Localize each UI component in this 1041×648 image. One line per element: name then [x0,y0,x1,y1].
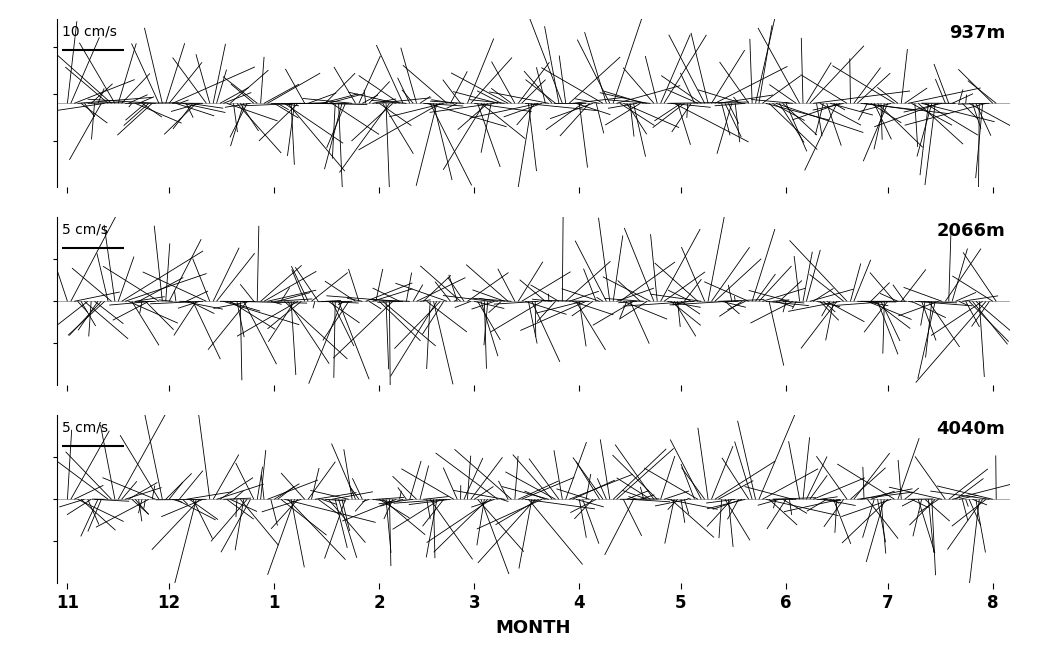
Text: 4040m: 4040m [936,421,1005,439]
Text: 2066m: 2066m [936,222,1005,240]
X-axis label: MONTH: MONTH [496,619,572,636]
Text: 5 cm/s: 5 cm/s [62,421,108,434]
Text: 937m: 937m [948,25,1005,43]
Text: 5 cm/s: 5 cm/s [62,222,108,237]
Text: 10 cm/s: 10 cm/s [62,25,117,38]
